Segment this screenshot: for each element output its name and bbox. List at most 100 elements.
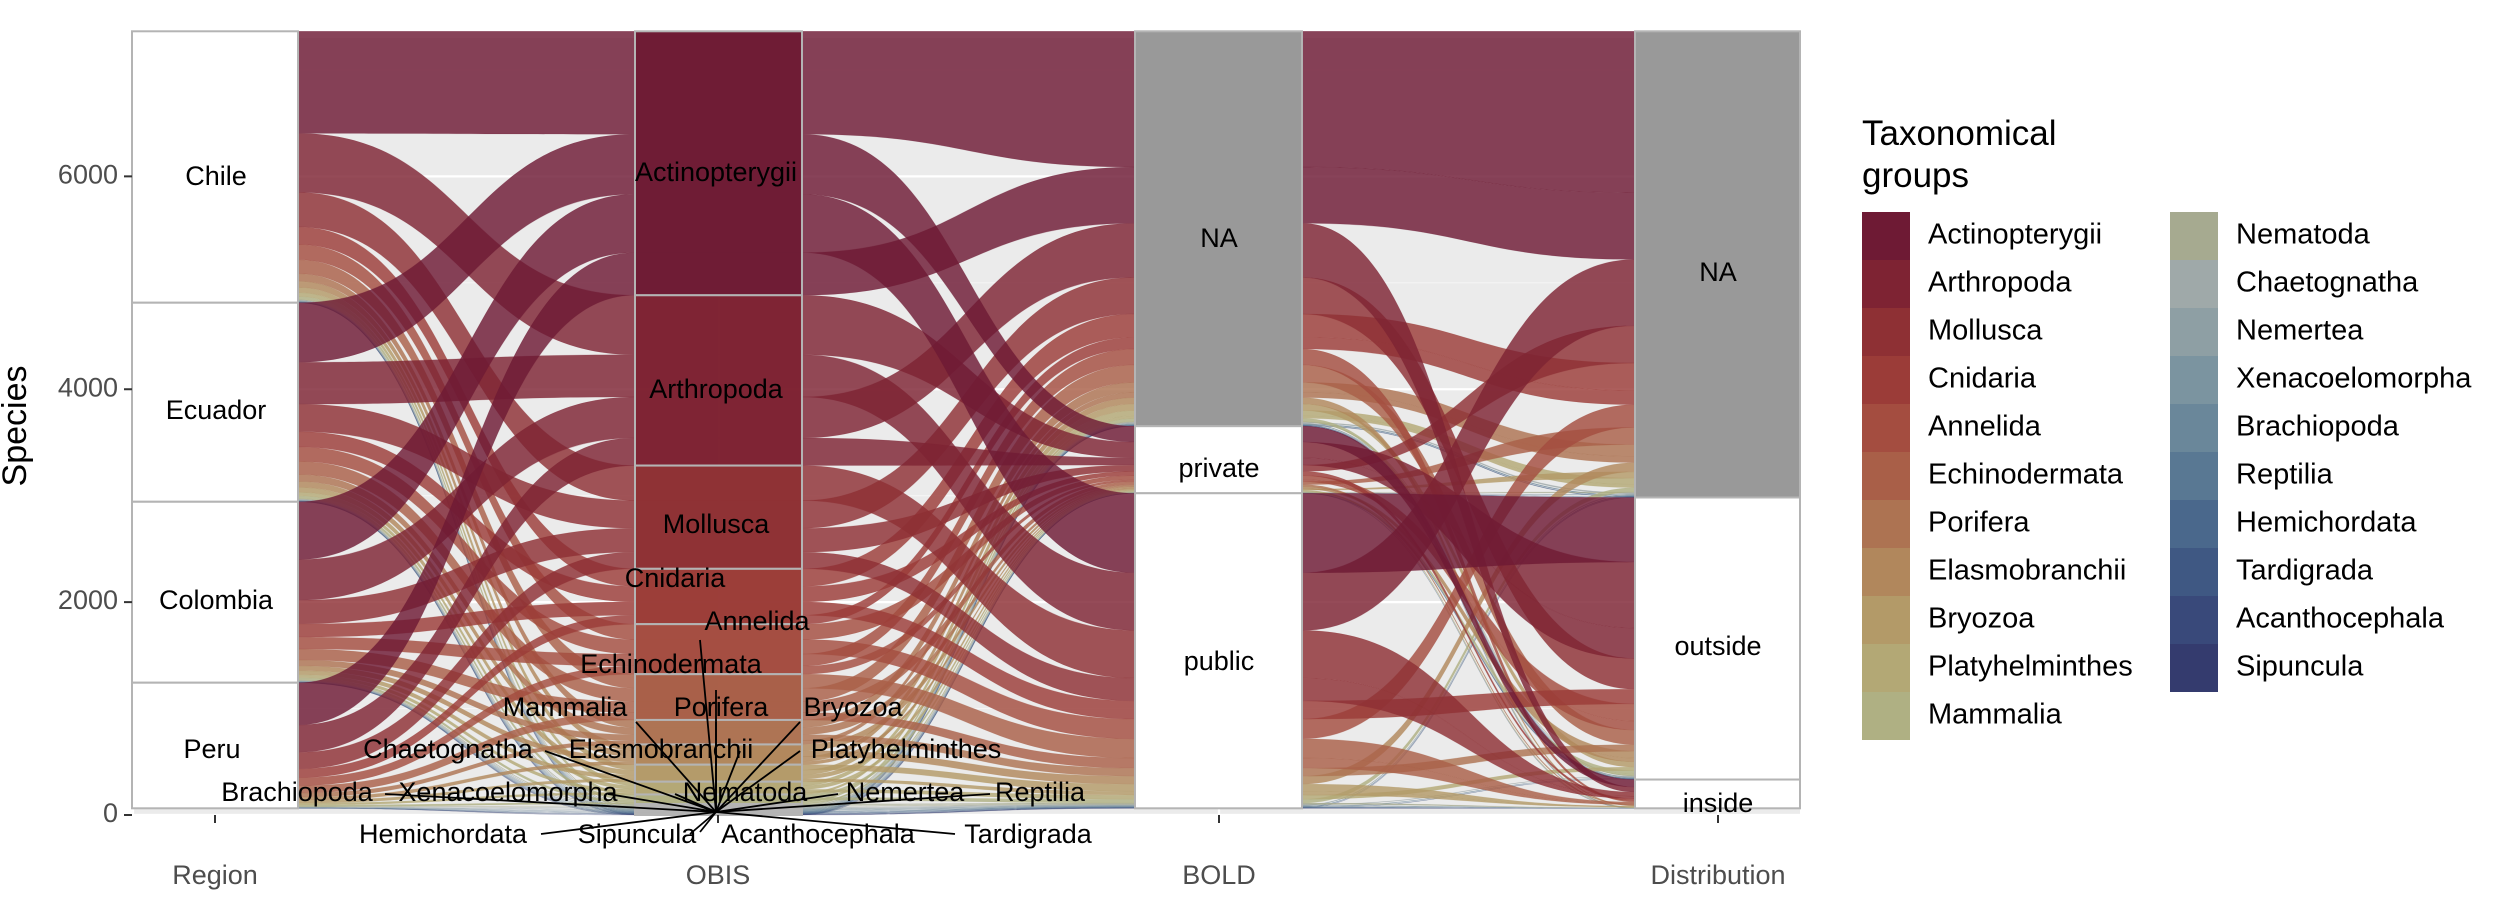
stratum-labels: Chile Ecuador Colombia Peru NA private public N… bbox=[159, 157, 1762, 849]
legend-key-porifera bbox=[1862, 500, 1910, 548]
legend-title-line: Taxonomical bbox=[1862, 114, 2057, 153]
legend-label-mammalia: Mammalia bbox=[1928, 699, 2063, 731]
stratum-label-xenacoelomorpha: Xenacoelomorpha bbox=[398, 777, 618, 807]
y-axis-title: Species bbox=[0, 366, 34, 487]
legend-key-cnidaria bbox=[1862, 356, 1910, 404]
legend-label-annelida: Annelida bbox=[1928, 411, 2042, 443]
legend-key-brachiopoda bbox=[2170, 404, 2218, 452]
legend-label-hemichordata: Hemichordata bbox=[2236, 507, 2417, 539]
legend-key-sipuncula bbox=[2170, 644, 2218, 692]
legend-label-chaetognatha: Chaetognatha bbox=[2236, 267, 2419, 299]
stratum-label-mammalia: Mammalia bbox=[503, 692, 629, 722]
legend-label-acanthocephala: Acanthocephala bbox=[2236, 603, 2445, 635]
stratum-label-tardigrada: Tardigrada bbox=[964, 819, 1093, 849]
stratum-label-actinopterygii: Actinopterygii bbox=[635, 157, 797, 187]
y-tick-label: 2000 bbox=[58, 585, 118, 615]
legend-label-arthropoda: Arthropoda bbox=[1928, 267, 2072, 299]
stratum-label-nematoda: Nematoda bbox=[683, 777, 809, 807]
legend-key-nematoda bbox=[2170, 212, 2218, 260]
leader-line-chaetognatha bbox=[544, 750, 717, 813]
legend-label-bryozoa: Bryozoa bbox=[1928, 603, 2035, 635]
leader-line-brachiopoda bbox=[384, 793, 717, 813]
stratum-label-na: NA bbox=[1200, 223, 1238, 253]
stratum-label-porifera: Porifera bbox=[674, 692, 770, 722]
y-tick-label: 0 bbox=[103, 798, 118, 828]
stratum-obis-sipuncula bbox=[634, 813, 803, 817]
stratum-label-reptilia: Reptilia bbox=[995, 777, 1086, 807]
x-tick-label-region: Region bbox=[172, 860, 258, 890]
stratum-label-na: NA bbox=[1699, 257, 1737, 287]
legend-key-echinodermata bbox=[1862, 452, 1910, 500]
legend-key-hemichordata bbox=[2170, 500, 2218, 548]
stratum-bold-private bbox=[1134, 425, 1303, 495]
leader-line-reptilia bbox=[715, 793, 991, 813]
stratum-label-chaetognatha: Chaetognatha bbox=[363, 734, 534, 764]
legend-key-chaetognatha bbox=[2170, 260, 2218, 308]
legend-title-line: groups bbox=[1862, 156, 1969, 195]
stratum-obis-mollusca bbox=[634, 464, 803, 570]
flows bbox=[131, 30, 1801, 816]
legend-label-brachiopoda: Brachiopoda bbox=[2236, 411, 2400, 443]
x-tick-label-distribution: Distribution bbox=[1650, 860, 1785, 890]
stratum-region-peru bbox=[131, 681, 299, 810]
legend-label-cnidaria: Cnidaria bbox=[1928, 363, 2037, 395]
stratum-label-bryozoa: Bryozoa bbox=[803, 692, 903, 722]
stratum-label-acanthocephala: Acanthocephala bbox=[721, 819, 916, 849]
legend-label-reptilia: Reptilia bbox=[2236, 459, 2334, 491]
legend-key-elasmobranchii bbox=[1862, 548, 1910, 596]
stratum-label-peru: Peru bbox=[183, 734, 240, 764]
leader-line-nematoda bbox=[674, 793, 717, 813]
x-tick-label-obis: OBIS bbox=[686, 860, 751, 890]
stratum-bold-na bbox=[1134, 30, 1303, 428]
stratum-label-annelida: Annelida bbox=[704, 606, 810, 636]
legend-key-reptilia bbox=[2170, 452, 2218, 500]
legend-key-mollusca bbox=[1862, 308, 1910, 356]
legend-key-annelida bbox=[1862, 404, 1910, 452]
stratum-obis-actinopterygii bbox=[634, 30, 803, 297]
y-axis: 0 2000 4000 6000 bbox=[58, 159, 132, 828]
legend-key-arthropoda bbox=[1862, 260, 1910, 308]
stratum-obis-echinodermata bbox=[634, 673, 803, 721]
stratum-region-colombia bbox=[131, 500, 299, 684]
legend-label-nematoda: Nematoda bbox=[2236, 219, 2371, 251]
stratum-obis-arthropoda bbox=[634, 294, 803, 467]
leader-line-bryozoa bbox=[715, 721, 801, 813]
stratum-label-platyhelminthes: Platyhelminthes bbox=[811, 734, 1002, 764]
legend-label-platyhelminthes: Platyhelminthes bbox=[1928, 651, 2133, 683]
stratum-label-chile: Chile bbox=[185, 161, 247, 191]
stratum-label-outside: outside bbox=[1674, 631, 1761, 661]
legend-key-xenacoelomorpha bbox=[2170, 356, 2218, 404]
stratum-label-nemertea: Nemertea bbox=[846, 777, 966, 807]
legend-key-nemertea bbox=[2170, 308, 2218, 356]
legend-label-tardigrada: Tardigrada bbox=[2236, 555, 2374, 587]
leader-line-elasmobranchii bbox=[715, 750, 741, 813]
stratum-label-brachiopoda: Brachiopoda bbox=[221, 777, 374, 807]
stratum-label-private: private bbox=[1178, 453, 1259, 483]
legend-key-tardigrada bbox=[2170, 548, 2218, 596]
stratum-bold-public bbox=[1134, 492, 1303, 810]
stratum-distribution-inside bbox=[1634, 778, 1801, 810]
stratum-region-ecuador bbox=[131, 301, 299, 503]
stratum-label-ecuador: Ecuador bbox=[166, 395, 267, 425]
leader-line-tardigrada bbox=[715, 811, 956, 835]
stratum-distribution-outside bbox=[1634, 496, 1801, 781]
leader-line-mammalia bbox=[635, 721, 717, 813]
stratum-label-cnidaria: Cnidaria bbox=[625, 563, 727, 593]
stratum-label-inside: inside bbox=[1683, 788, 1754, 818]
legend-label-actinopterygii: Actinopterygii bbox=[1928, 219, 2102, 251]
leader-line-nemertea bbox=[715, 793, 839, 813]
leader-line-hemichordata bbox=[540, 811, 717, 835]
stratum-distribution-na bbox=[1634, 30, 1801, 499]
stratum-label-echinodermata: Echinodermata bbox=[580, 649, 763, 679]
legend-key-acanthocephala bbox=[2170, 596, 2218, 644]
legend-label-sipuncula: Sipuncula bbox=[2236, 651, 2364, 683]
leader-line-annelida bbox=[699, 639, 717, 813]
x-tick-label-bold: BOLD bbox=[1182, 860, 1256, 890]
stratum-label-public: public bbox=[1184, 646, 1255, 676]
legend-label-mollusca: Mollusca bbox=[1928, 315, 2043, 347]
stratum-label-colombia: Colombia bbox=[159, 585, 274, 615]
legend-label-elasmobranchii: Elasmobranchii bbox=[1928, 555, 2126, 587]
y-tick-label: 4000 bbox=[58, 372, 118, 402]
strata bbox=[131, 30, 1801, 817]
